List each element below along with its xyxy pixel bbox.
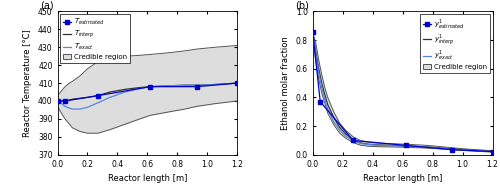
Text: (b): (b) [296, 0, 309, 10]
Y-axis label: Ethanol molar fraction: Ethanol molar fraction [281, 36, 290, 130]
X-axis label: Reactor length [m]: Reactor length [m] [108, 174, 187, 183]
X-axis label: Reactor length [m]: Reactor length [m] [363, 174, 442, 183]
Legend: $y^1_{estimated}$, $y^1_{interp}$, $y^1_{exact}$, Credible region: $y^1_{estimated}$, $y^1_{interp}$, $y^1_… [420, 14, 490, 73]
Y-axis label: Reactor Temperature [°C]: Reactor Temperature [°C] [24, 29, 32, 137]
Legend: $T_{estimated}$, $T_{interp}$, $T_{exact}$, Credible region: $T_{estimated}$, $T_{interp}$, $T_{exact… [60, 14, 130, 63]
Text: (a): (a) [40, 0, 54, 10]
